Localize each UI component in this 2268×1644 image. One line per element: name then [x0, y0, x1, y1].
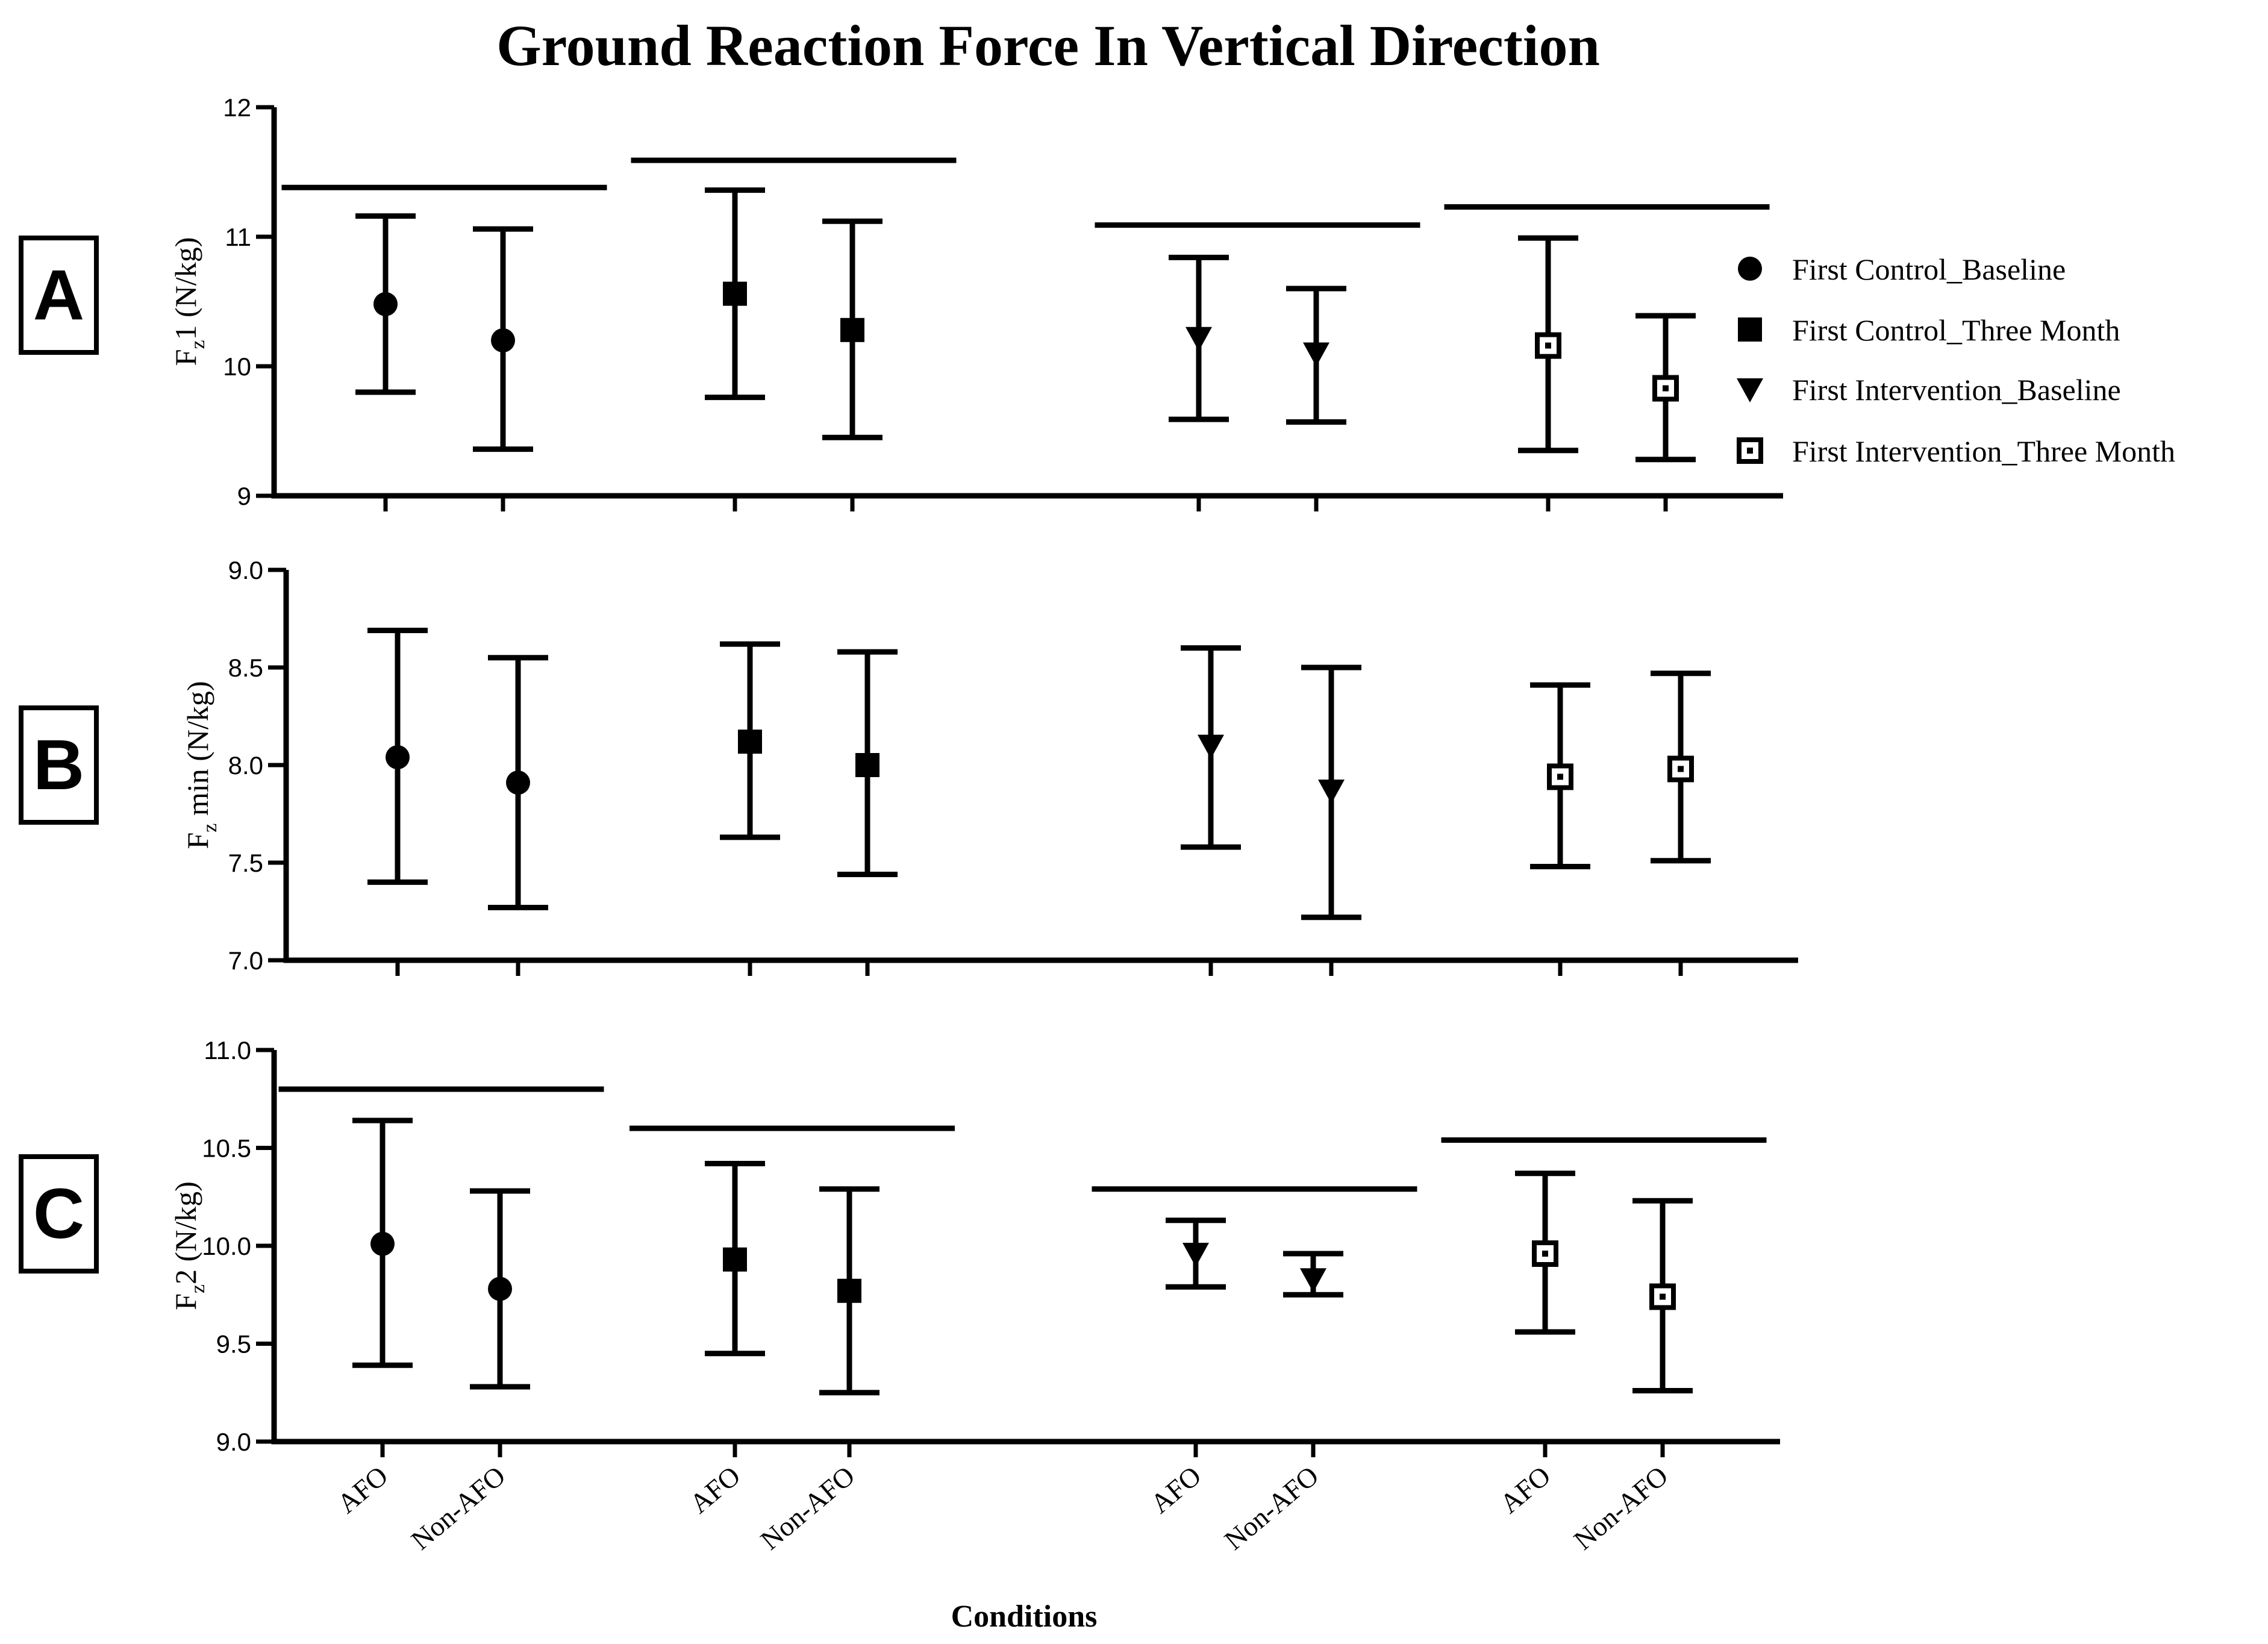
series-1	[631, 157, 957, 511]
x-axis-label: Conditions	[951, 1599, 1098, 1634]
data-point-marker	[723, 281, 747, 306]
series-1	[720, 641, 898, 976]
data-point-marker-dot	[1663, 385, 1669, 392]
legend-marker	[1738, 317, 1762, 342]
legend-label: First Intervention_Three Month	[1792, 434, 2175, 468]
data-point-marker	[1186, 327, 1212, 351]
data-point-marker	[370, 1231, 395, 1256]
legend-marker-dot	[1747, 448, 1753, 454]
legend-label: First Control_Baseline	[1792, 252, 2066, 286]
data-point-marker-dot	[1557, 774, 1563, 780]
panel-label-box	[19, 1154, 99, 1274]
data-point-marker	[723, 1247, 747, 1272]
y-axis-label: Fz min (N/kg)	[181, 681, 221, 849]
y-axis-label-rest: 2 (N/kg)	[169, 1181, 202, 1284]
series-2	[1095, 222, 1420, 511]
data-point-marker	[1318, 780, 1345, 804]
y-tick-label: 10	[223, 352, 251, 381]
y-tick-label: 8.5	[228, 654, 263, 682]
data-point-marker	[1198, 734, 1224, 759]
series-3	[1530, 670, 1711, 976]
data-point-marker	[837, 1278, 861, 1303]
y-axis-label-rest: 1 (N/kg)	[169, 237, 202, 340]
panel-label: A	[33, 255, 84, 335]
data-point-marker	[855, 753, 879, 777]
series-2: AFO Non-AFO	[1092, 1186, 1417, 1556]
x-tick-label: Non-AFO	[1219, 1460, 1325, 1556]
y-tick-label: 12	[223, 93, 251, 122]
y-tick-label: 10.0	[202, 1232, 251, 1260]
legend-label: First Intervention_Baseline	[1792, 373, 2121, 407]
y-axis-label: Fz2 (N/kg)	[169, 1181, 209, 1310]
panel-label-box	[19, 236, 99, 355]
legend-item-2: First Intervention_Baseline	[1737, 373, 2121, 407]
panel-A: A 9 10 11 12 Fz1 (N/kg)	[19, 93, 1783, 511]
data-point-marker	[840, 317, 864, 342]
y-axis-label-sub: z	[187, 340, 209, 349]
data-point-marker-dot	[1660, 1293, 1666, 1300]
y-tick-label: 9.5	[216, 1330, 251, 1358]
x-tick-label: AFO	[684, 1460, 746, 1519]
panel-label: C	[33, 1174, 84, 1254]
y-tick-label: 9.0	[216, 1428, 251, 1456]
y-tick-label: 9	[237, 482, 251, 510]
legend-item-1: First Control_Three Month	[1738, 313, 2120, 347]
y-axis-label-main: F	[169, 349, 202, 366]
data-point-marker	[373, 292, 398, 316]
legend-item-3: First Intervention_Three Month	[1737, 434, 2175, 468]
y-tick-label: 7.0	[228, 946, 263, 975]
x-tick-label: Non-AFO	[405, 1460, 511, 1556]
y-axis-label-main: F	[181, 833, 214, 849]
series-1: AFO Non-AFO	[629, 1125, 955, 1556]
data-point-marker	[738, 730, 762, 754]
series-2	[1181, 645, 1361, 976]
x-tick-label: AFO	[331, 1460, 393, 1519]
y-axis-label-rest: min (N/kg)	[181, 681, 214, 824]
y-tick-label: 9.0	[228, 556, 263, 584]
x-tick-label: AFO	[1494, 1460, 1556, 1519]
data-point-marker-dot	[1542, 1251, 1548, 1257]
data-point-marker	[1182, 1243, 1209, 1267]
series-3	[1444, 204, 1770, 511]
data-point-marker	[1303, 342, 1329, 367]
data-point-marker	[1652, 375, 1679, 402]
legend: First Control_Baseline First Control_Thre…	[1737, 252, 2175, 468]
data-point-marker	[491, 328, 515, 352]
legend-marker	[1738, 257, 1762, 281]
x-tick-label: Non-AFO	[1568, 1460, 1674, 1556]
legend-marker	[1737, 378, 1763, 402]
panel-B: B 7.0 7.5 8.0 8.5 9.0 Fz min (N/kg)	[19, 556, 1798, 976]
y-tick-label: 11	[225, 223, 251, 251]
legend-item-0: First Control_Baseline	[1738, 252, 2066, 286]
data-point-marker-dot	[1678, 766, 1684, 772]
y-tick-label: 10.5	[202, 1134, 251, 1163]
panel-label-box	[19, 705, 99, 825]
panel-label: B	[33, 725, 84, 805]
chart-title: Ground Reaction Force In Vertical Direct…	[496, 13, 1600, 78]
y-tick-label: 7.5	[228, 849, 263, 877]
series-0: AFO Non-AFO	[278, 1086, 604, 1556]
data-point-marker	[488, 1277, 512, 1301]
data-point-marker	[506, 770, 530, 795]
x-tick-label: AFO	[1145, 1460, 1207, 1519]
y-axis-label-sub: z	[199, 824, 221, 833]
y-tick-label: 8.0	[228, 751, 263, 780]
x-tick-label: Non-AFO	[755, 1460, 861, 1556]
data-point-marker	[386, 745, 410, 770]
y-axis-label-main: F	[169, 1293, 202, 1310]
series-0	[281, 184, 607, 511]
series-3: AFO Non-AFO	[1441, 1137, 1767, 1556]
legend-label: First Control_Three Month	[1792, 313, 2120, 347]
data-point-marker	[1300, 1268, 1326, 1293]
series-0	[367, 627, 548, 976]
y-axis-label: Fz1 (N/kg)	[169, 237, 209, 366]
y-tick-label: 11.0	[204, 1036, 251, 1064]
y-axis-label-sub: z	[187, 1284, 209, 1293]
data-point-marker-dot	[1545, 342, 1551, 349]
